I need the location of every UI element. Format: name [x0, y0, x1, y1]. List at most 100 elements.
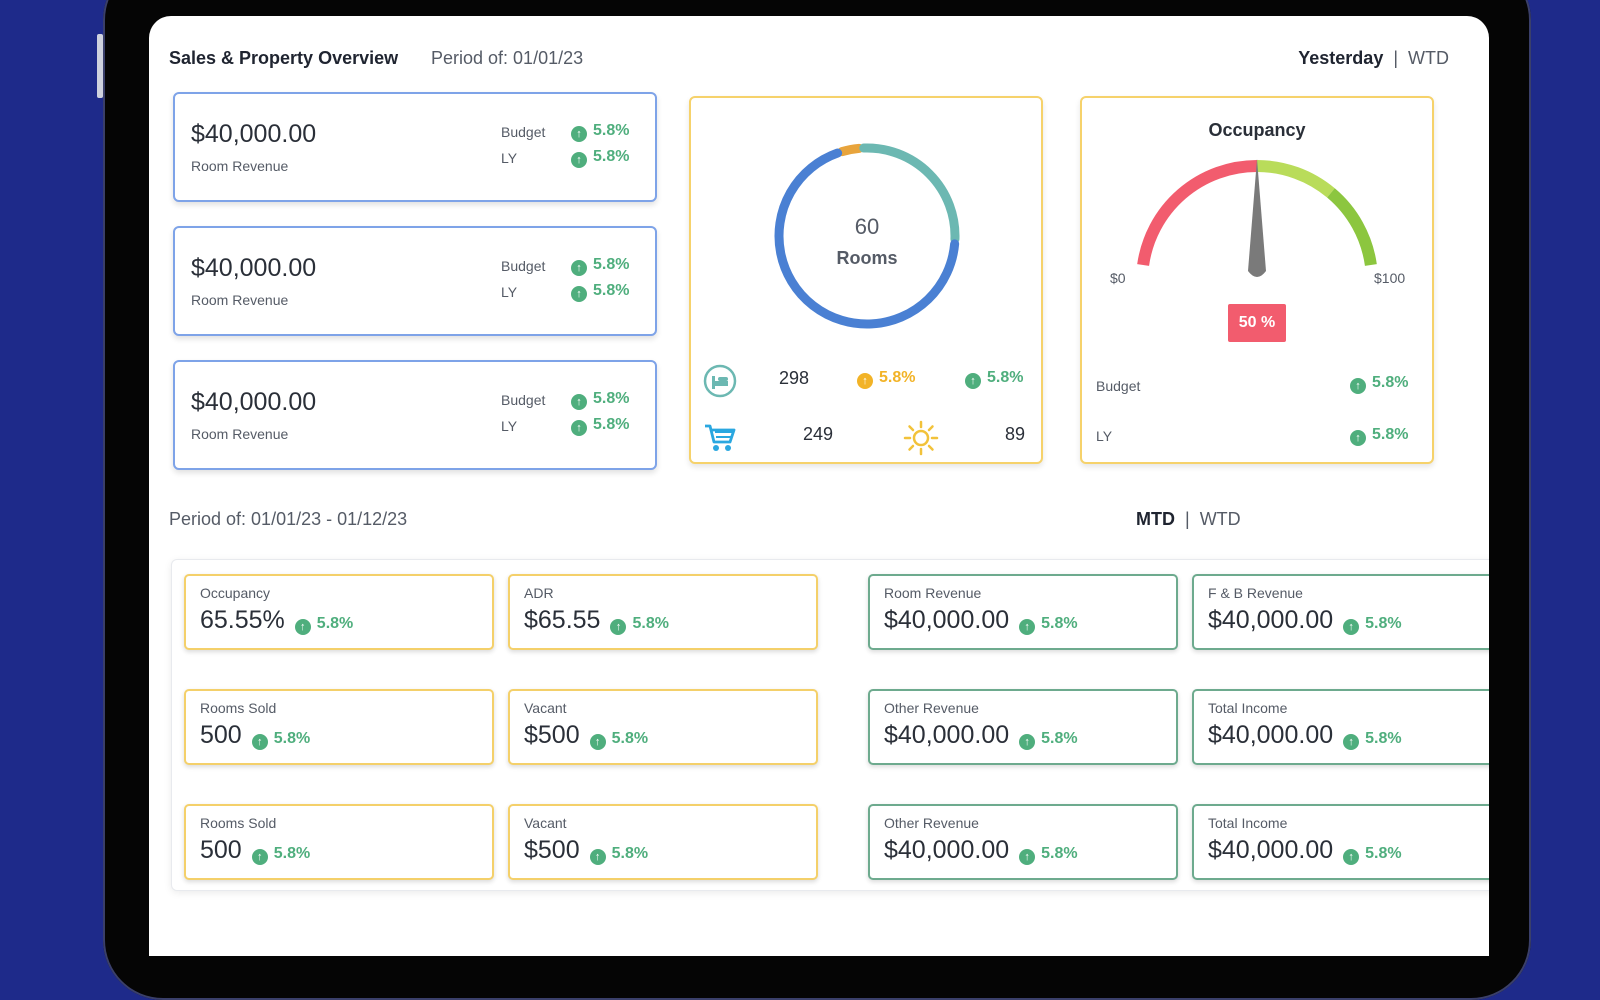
occupancy-title: Occupancy — [1208, 120, 1306, 140]
tablet-side-button — [97, 34, 103, 98]
ly-label: LY — [501, 418, 518, 434]
kpi-card[interactable]: Total Income $40,000.00 ↑ 5.8% — [1192, 804, 1489, 880]
change-up-icon: ↑ — [294, 619, 311, 635]
kpi-label: F & B Revenue — [1208, 585, 1303, 601]
kpi-value: $40,000.00 ↑ 5.8% — [1208, 836, 1402, 865]
donut-segment — [859, 143, 960, 244]
kpi-label: Occupancy — [200, 585, 271, 601]
kpi-value: $500 ↑ 5.8% — [524, 721, 649, 750]
change-up-icon: ↑ — [589, 849, 606, 865]
budget-change: 5.8% — [593, 122, 630, 139]
kpi-card[interactable]: Total Income $40,000.00 ↑ 5.8% — [1192, 689, 1489, 765]
kpi-card[interactable]: ADR $65.55 ↑ 5.8% — [508, 574, 818, 650]
period-toggle: Yesterday | WTD — [1298, 48, 1449, 68]
rooms-panel: 60 Rooms 298 ↑ 5.8% ↑ 5.8% 249 — [689, 96, 1043, 464]
kpi-label: Other Revenue — [884, 700, 979, 716]
revenue-card[interactable]: $40,000.00 Room Revenue Budget ↑ 5.8% LY … — [173, 226, 657, 336]
sun-stat-value: 89 — [1005, 424, 1026, 444]
kpi-label: Other Revenue — [884, 815, 979, 831]
kpi-card[interactable]: Vacant $500 ↑ 5.8% — [508, 689, 818, 765]
donut-segment — [774, 148, 960, 329]
change-up-icon: ↑ — [251, 734, 268, 750]
bed-icon — [703, 364, 737, 398]
rooms-stat-value: 298 — [779, 368, 810, 388]
kpi-card[interactable]: Vacant $500 ↑ 5.8% — [508, 804, 818, 880]
change-up-icon: ↑ — [251, 849, 268, 865]
kpi-panel: Occupancy 65.55% ↑ 5.8% ADR $65.55 ↑ 5.8% Ro… — [171, 559, 1489, 891]
change-up-icon: ↑ — [857, 373, 873, 389]
cart-icon — [705, 424, 736, 451]
budget-label: Budget — [501, 258, 546, 274]
change-up-icon: ↑ — [571, 126, 587, 142]
toggle-wtd[interactable]: WTD — [1408, 48, 1449, 68]
budget-label: Budget — [501, 392, 546, 408]
budget-change: 5.8% — [593, 390, 630, 407]
revenue-label: Room Revenue — [191, 426, 289, 442]
occupancy-value-badge: 50 % — [1228, 304, 1286, 342]
sun-icon — [903, 420, 939, 456]
revenue-card[interactable]: $40,000.00 Room Revenue Budget ↑ 5.8% LY … — [173, 360, 657, 470]
kpi-card[interactable]: F & B Revenue $40,000.00 ↑ 5.8% — [1192, 574, 1489, 650]
ly-compare: LY ↑ 5.8% — [501, 148, 641, 168]
change-up-icon: ↑ — [571, 394, 587, 410]
gauge-arc-mid — [1256, 160, 1335, 198]
ly-change: 5.8% — [593, 282, 630, 299]
ly-compare: LY ↑ 5.8% — [501, 282, 641, 302]
kpi-value: $40,000.00 ↑ 5.8% — [1208, 721, 1402, 750]
occupancy-budget-change: ↑ 5.8% — [1350, 374, 1408, 394]
kpi-label: Rooms Sold — [200, 700, 277, 716]
ly-label: LY — [501, 284, 518, 300]
kpi-value: 65.55% ↑ 5.8% — [200, 606, 354, 635]
kpi-card[interactable]: Other Revenue $40,000.00 ↑ 5.8% — [868, 689, 1178, 765]
change-up-icon: ↑ — [571, 260, 587, 276]
change-up-icon: ↑ — [1343, 734, 1360, 750]
toggle-yesterday[interactable]: Yesterday — [1298, 48, 1384, 68]
budget-label: Budget — [501, 124, 546, 140]
rooms-donut: 60 Rooms — [774, 143, 960, 329]
dashboard-screen: Sales & Property Overview Period of: 01/… — [149, 16, 1489, 956]
budget-compare: Budget ↑ 5.8% — [501, 256, 641, 276]
kpi-value: 500 ↑ 5.8% — [200, 836, 311, 865]
change-up-icon: ↑ — [1350, 430, 1366, 446]
revenue-amount: $40,000.00 — [191, 254, 317, 282]
kpi-label: Room Revenue — [884, 585, 982, 601]
change-up-icon: ↑ — [610, 619, 627, 635]
ly-change: 5.8% — [593, 148, 630, 165]
occupancy-budget-label: Budget — [1096, 378, 1141, 394]
ly-compare: LY ↑ 5.8% — [501, 416, 641, 436]
kpi-label: Vacant — [524, 815, 567, 831]
change-up-icon: ↑ — [965, 373, 981, 389]
toggle-wtd-range[interactable]: WTD — [1199, 509, 1241, 529]
budget-compare: Budget ↑ 5.8% — [501, 122, 641, 142]
budget-change: 5.8% — [593, 256, 630, 273]
kpi-value: $40,000.00 ↑ 5.8% — [884, 606, 1078, 635]
kpi-label: ADR — [524, 585, 554, 601]
kpi-value: $40,000.00 ↑ 5.8% — [884, 836, 1078, 865]
kpi-value: 500 ↑ 5.8% — [200, 721, 311, 750]
kpi-label: Total Income — [1208, 815, 1288, 831]
kpi-value: $40,000.00 ↑ 5.8% — [1208, 606, 1402, 635]
revenue-amount: $40,000.00 — [191, 388, 317, 416]
change-up-icon: ↑ — [1350, 378, 1366, 394]
kpi-card[interactable]: Rooms Sold 500 ↑ 5.8% — [184, 689, 494, 765]
change-up-icon: ↑ — [1019, 734, 1036, 750]
change-up-icon: ↑ — [1019, 849, 1036, 865]
change-up-icon: ↑ — [1343, 849, 1360, 865]
ly-label: LY — [501, 150, 518, 166]
gauge-arc-high — [1326, 188, 1377, 266]
donut-segment — [837, 143, 864, 157]
range-period-label: Period of: 01/01/23 - 01/12/23 — [169, 509, 408, 529]
occupancy-ly-change: ↑ 5.8% — [1350, 426, 1408, 446]
change-up-icon: ↑ — [571, 420, 587, 436]
kpi-value: $500 ↑ 5.8% — [524, 836, 649, 865]
kpi-card[interactable]: Occupancy 65.55% ↑ 5.8% — [184, 574, 494, 650]
toggle-mtd[interactable]: MTD — [1136, 509, 1175, 529]
kpi-card[interactable]: Other Revenue $40,000.00 ↑ 5.8% — [868, 804, 1178, 880]
page-title: Sales & Property Overview — [169, 48, 399, 68]
revenue-card[interactable]: $40,000.00 Room Revenue Budget ↑ 5.8% LY … — [173, 92, 657, 202]
change-up-icon: ↑ — [589, 734, 606, 750]
kpi-label: Rooms Sold — [200, 815, 277, 831]
kpi-card[interactable]: Rooms Sold 500 ↑ 5.8% — [184, 804, 494, 880]
kpi-value: $40,000.00 ↑ 5.8% — [884, 721, 1078, 750]
kpi-card[interactable]: Room Revenue $40,000.00 ↑ 5.8% — [868, 574, 1178, 650]
